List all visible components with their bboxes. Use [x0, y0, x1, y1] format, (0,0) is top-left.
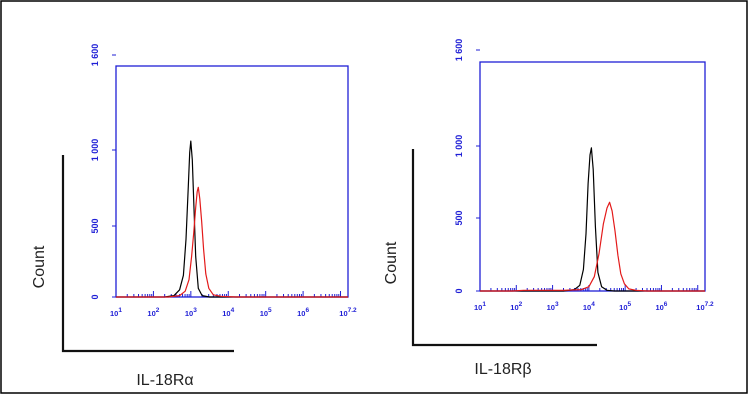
y-tick-label: 500 [90, 218, 100, 233]
x-tick-label: 102 [510, 301, 522, 312]
plot-area-frame [479, 61, 706, 292]
y-tick-label: 1 600 [90, 44, 100, 67]
x-axis-label: IL-18Rα [136, 372, 193, 389]
x-tick-label: 105 [619, 301, 631, 312]
stained-sample-histogram [480, 201, 705, 292]
y-axis-label: Count [31, 245, 48, 288]
plot-area-frame [115, 65, 349, 298]
x-tick-label: 107.2 [696, 301, 714, 312]
x-tick-label: 101 [474, 301, 486, 312]
stained-sample-histogram [116, 186, 348, 298]
x-tick-label: 107.2 [339, 307, 357, 318]
x-tick-label: 106 [655, 301, 667, 312]
isotype-control-histogram [480, 147, 705, 292]
x-tick-label: 104 [222, 307, 234, 318]
outer-axis-lines [61, 155, 234, 353]
x-tick-label: 102 [147, 307, 159, 318]
x-tick-label: 104 [583, 301, 595, 312]
x-axis-label: IL-18Rβ [474, 361, 531, 378]
y-tick-label: 0 [90, 294, 100, 299]
y-tick-label: 0 [454, 288, 464, 293]
x-tick-label: 106 [297, 307, 309, 318]
x-tick-label: 103 [547, 301, 559, 312]
histogram-panel-il18r-beta: 0 500 1 000 1 600 101 102 103 104 105 106 107.2 Cou… [383, 39, 714, 378]
y-axis-label: Count [383, 241, 400, 284]
y-tick-label: 1 000 [454, 135, 464, 158]
histogram-panel-il18r-alpha: 0 500 1 000 1 600 101 102 103 104 105 106 107.2 Cou… [31, 44, 357, 389]
y-tick-label: 1 000 [90, 139, 100, 162]
y-tick-label: 1 600 [454, 39, 464, 62]
x-tick-label: 101 [110, 307, 122, 318]
outer-axis-lines [411, 149, 597, 347]
isotype-control-histogram [116, 140, 348, 298]
x-tick-label: 103 [185, 307, 197, 318]
y-tick-label: 500 [454, 210, 464, 225]
x-tick-label: 105 [260, 307, 272, 318]
